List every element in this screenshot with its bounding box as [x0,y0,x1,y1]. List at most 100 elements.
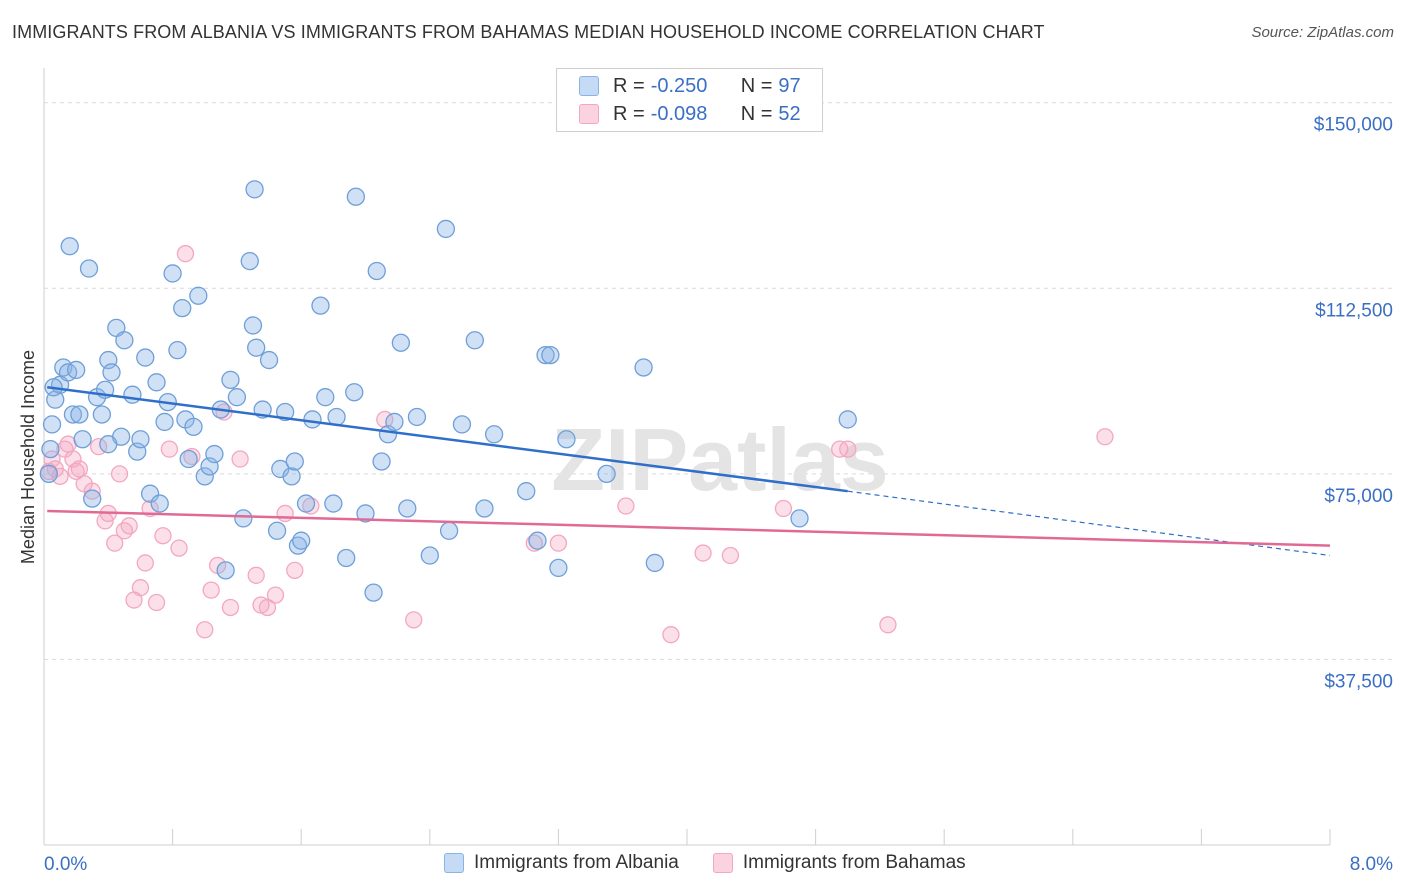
bahamas-point [196,621,214,639]
bahamas-point [549,534,568,552]
bahamas-point [170,539,188,557]
albania-point [195,467,214,486]
bahamas-point [525,534,543,552]
albania-point [557,430,576,449]
albania-point [63,405,83,424]
albania-point [549,558,568,578]
albania-point [303,410,322,429]
albania-point [102,363,121,382]
albania-point [790,509,809,528]
albania-point [247,338,266,357]
albania-point [311,296,330,315]
albania-point [243,316,263,335]
bahamas-swatch [579,104,599,124]
legend-n-label: N = [740,102,773,125]
bahamas-point [136,554,154,572]
albania-trend-extension [847,490,1331,557]
bahamas-point [176,245,195,263]
albania-point [83,489,102,508]
bahamas-point [286,561,304,580]
bahamas-point [202,581,220,599]
albania-point [179,449,198,469]
albania-point [436,219,456,239]
bahamas-point [831,440,849,458]
bahamas-point [106,534,124,552]
albania-point [131,430,150,449]
bahamas-point [266,586,285,604]
bahamas-point [120,517,138,535]
series-legend: Immigrants from Albania Immigrants from … [444,852,1000,874]
albania-point [155,412,174,432]
trend-lines [47,386,1331,557]
albania-point [292,531,311,550]
albania-swatch [579,76,599,96]
albania-point [267,521,287,540]
albania-point [39,464,58,484]
axis-labels: $37,500 $75,000 $112,500 $150,000 0.0% 8.0% Me… [18,115,1393,875]
albania-point [541,345,560,365]
albania-point [517,482,536,501]
albania-point [838,410,857,429]
legend-r-value-albania: -0.250 [650,74,708,97]
albania-point [42,415,62,434]
albania-point [324,494,343,513]
albania-point [173,298,192,318]
albania-point [259,350,279,370]
y-tick-label: $150,000 [1314,115,1393,136]
albania-swatch [444,853,464,873]
bahamas-point [147,593,166,612]
albania-point [115,331,134,350]
albania-point [346,187,366,206]
chart-title: IMMIGRANTS FROM ALBANIA VS IMMIGRANTS FR… [12,22,1045,42]
albania-point [536,345,555,365]
albania-point [147,373,166,392]
bahamas-point [721,546,740,565]
albania-point [345,383,364,402]
albania-trend-line [47,386,848,493]
albania-point [484,425,504,444]
bahamas-point [276,504,294,523]
bahamas-point [617,497,635,515]
x-tick-label-min: 0.0% [44,854,87,875]
bahamas-point [70,460,89,478]
bahamas-point [160,440,179,458]
albania-point [385,412,404,432]
albania-point [372,452,391,471]
stats-legend: R = -0.250 N = 97 R = -0.098 N = 52 [556,68,823,132]
albania-point [288,536,308,555]
bahamas-point [221,598,240,617]
albania-point [282,467,301,486]
bahamas-point [258,598,277,617]
legend-row-albania: R = -0.250 N = 97 [579,73,801,99]
albania-point [205,444,224,464]
legend-r-label: R = [613,74,645,97]
albania-points [39,180,857,602]
legend-r-label: R = [613,102,645,125]
bahamas-point [83,482,101,500]
albania-point [337,548,356,568]
albania-point [439,521,459,540]
bahamas-point [51,467,69,485]
albania-point [189,286,208,305]
albania-point [398,499,417,518]
albania-point [216,561,235,580]
x-tick-label-max: 8.0% [1350,854,1393,875]
albania-point [285,452,304,471]
bahamas-trend-line [47,509,1331,547]
albania-point [452,415,472,434]
y-tick-label: $37,500 [1324,671,1393,692]
albania-point [227,388,247,407]
bahamas-point [154,527,172,545]
albania-point [634,358,653,377]
albania-point [150,494,169,513]
legend-label-bahamas: Immigrants from Bahamas [742,852,966,873]
bahamas-point [774,499,793,518]
legend-item-albania: Immigrants from Albania [444,852,679,874]
albania-point [528,531,547,550]
albania-point [70,405,89,424]
albania-point [275,402,295,422]
albania-point [356,504,375,523]
legend-row-bahamas: R = -0.098 N = 52 [579,101,801,127]
legend-n-value-bahamas: 52 [778,102,801,125]
